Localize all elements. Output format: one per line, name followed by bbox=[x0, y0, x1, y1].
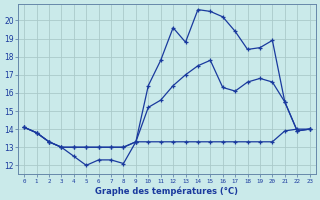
X-axis label: Graphe des températures (°C): Graphe des températures (°C) bbox=[95, 186, 238, 196]
